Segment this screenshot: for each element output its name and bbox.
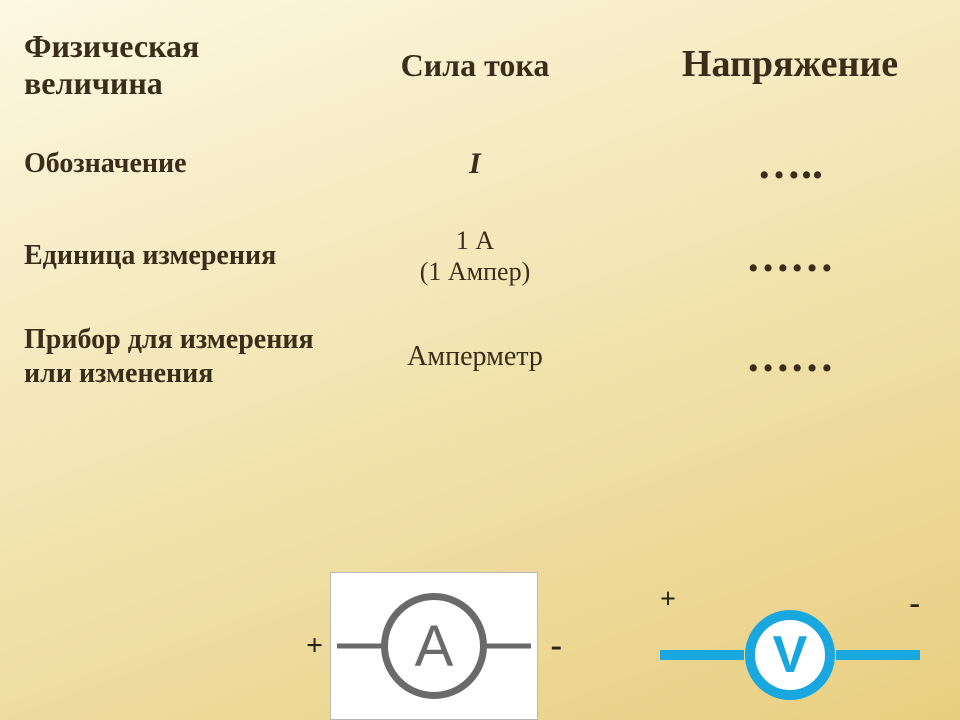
row-symbol-current: I (330, 120, 620, 207)
row-unit-label: Единица измерения (0, 207, 330, 305)
voltmeter-icon: V (660, 610, 920, 700)
ammeter-box: А (330, 572, 538, 720)
ammeter-symbol: + А - (330, 572, 538, 720)
header-voltage: Напряжение (620, 10, 960, 120)
ammeter-lead-left (337, 644, 383, 649)
physics-table: Физическая величина Сила тока Напряжение… (0, 0, 960, 409)
ammeter-lead-right (485, 644, 531, 649)
ammeter-plus: + (306, 629, 323, 663)
row-unit-voltage: …… (620, 207, 960, 305)
row-symbol-voltage: ….. (620, 120, 960, 207)
header-physical-quantity: Физическая величина (0, 10, 330, 120)
row-device-voltage: …… (620, 305, 960, 408)
row-device-current: Амперметр (330, 305, 620, 408)
ammeter-circle: А (381, 593, 487, 699)
row-unit-current: 1 А (1 Ампер) (330, 207, 620, 305)
voltmeter-minus: - (909, 584, 920, 621)
header-current: Сила тока (330, 10, 620, 120)
svg-text:V: V (773, 626, 808, 684)
voltmeter-plus: + (660, 584, 676, 616)
voltmeter-symbol: + V - (660, 610, 920, 700)
unit-line1: 1 А (456, 225, 494, 256)
row-device-label: Прибор для измерения или изменения (0, 305, 330, 408)
unit-line2: (1 Ампер) (420, 256, 531, 287)
row-symbol-label: Обозначение (0, 120, 330, 207)
ammeter-minus: - (551, 627, 562, 665)
